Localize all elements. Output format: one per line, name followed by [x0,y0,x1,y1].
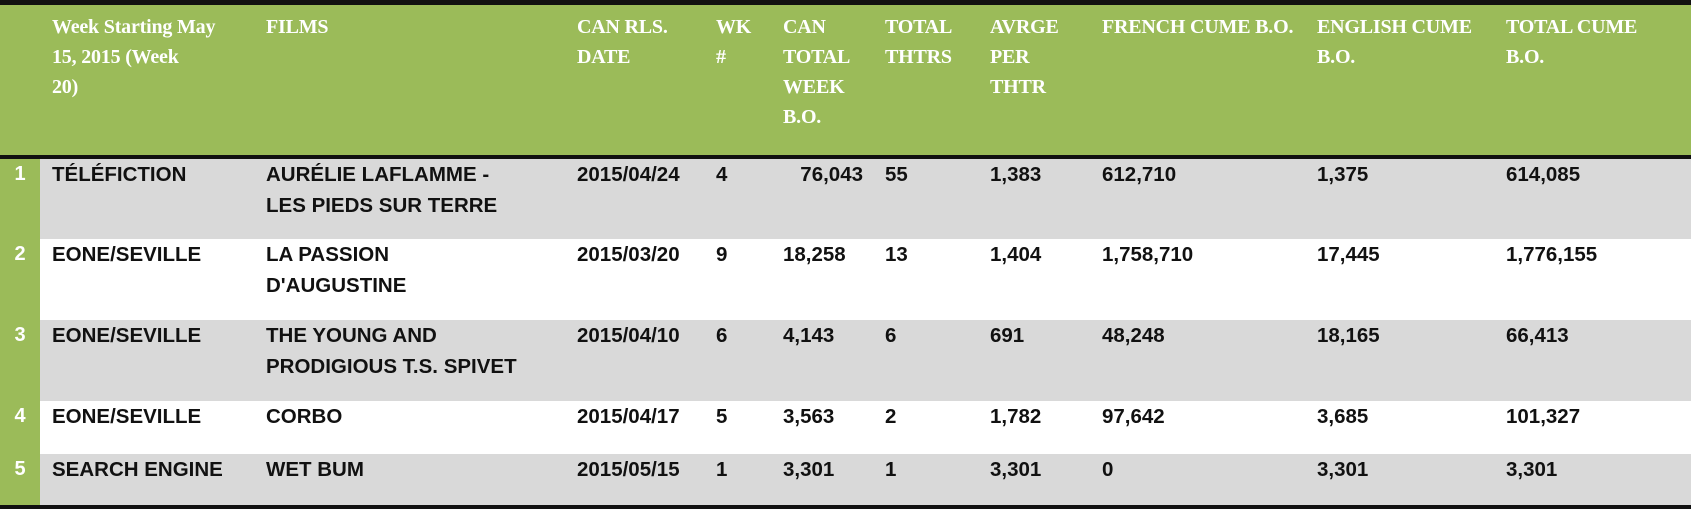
average-cell: 691 [990,324,1025,347]
average-cell: 1,404 [990,243,1042,266]
english-cume-cell: 3,301 [1317,458,1369,481]
theatres-cell: 1 [885,458,897,481]
header-english-cume-bo: ENGLISH CUME B.O. [1317,16,1472,68]
french-cume-cell: 612,710 [1102,163,1177,186]
week-number-cell: 6 [716,324,728,347]
rank-number: 4 [14,405,26,427]
table-row: EONE/SEVILLE LA PASSION D'AUGUSTINE 2015… [0,239,1691,320]
week-bo-cell: 3,301 [783,458,835,481]
header-wk: WK # [716,16,752,68]
rank-number: 2 [14,243,26,265]
english-cume-cell: 18,165 [1317,324,1380,347]
header-french-cume-bo: FRENCH CUME B.O. [1102,16,1294,38]
week-bo-cell: 4,143 [783,324,835,347]
rank-number: 3 [14,324,26,346]
release-date-cell: 2015/04/17 [577,405,680,428]
theatres-cell: 2 [885,405,897,428]
distributor-cell: EONE/SEVILLE [52,324,202,347]
header-week: Week Starting May 15, 2015 (Week 20) [52,16,216,98]
header-films: FILMS [266,16,329,38]
film-cell: AURÉLIE LAFLAMME - LES PIEDS SUR TERRE [266,163,498,217]
header-total-thtrs: TOTAL THTRS [885,16,953,68]
week-bo-cell: 76,043 [800,163,863,186]
theatres-cell: 6 [885,324,897,347]
release-date-cell: 2015/04/10 [577,324,680,347]
week-number-cell: 1 [716,458,728,481]
week-number-cell: 4 [716,163,728,186]
table-header: Week Starting May 15, 2015 (Week 20) FIL… [0,5,1691,155]
english-cume-cell: 17,445 [1317,243,1380,266]
week-bo-cell: 3,563 [783,405,835,428]
header-rule [0,155,1691,159]
french-cume-cell: 97,642 [1102,405,1165,428]
rank-column: 1 2 3 4 5 [0,159,40,505]
table-row: 1 TÉLÉFICTION AURÉLIE LAFLAMME - LES PIE… [0,159,1691,239]
total-cume-cell: 101,327 [1506,405,1581,428]
french-cume-cell: 0 [1102,458,1114,481]
total-cume-cell: 1,776,155 [1506,243,1598,266]
french-cume-cell: 1,758,710 [1102,243,1194,266]
total-cume-cell: 614,085 [1506,163,1581,186]
table-row: SEARCH ENGINE WET BUM 2015/05/15 1 3,301… [0,454,1691,505]
rank-number: 1 [14,163,26,185]
bottom-rule [0,505,1691,509]
header-total-cume-bo: TOTAL CUME B.O. [1506,16,1638,68]
week-bo-cell: 18,258 [783,243,846,266]
rank-number: 5 [14,458,26,480]
table-row: EONE/SEVILLE CORBO 2015/04/17 5 3,563 2 … [0,401,1691,454]
week-number-cell: 5 [716,405,728,428]
average-cell: 3,301 [990,458,1042,481]
english-cume-cell: 1,375 [1317,163,1369,186]
film-cell: WET BUM [266,458,364,481]
average-cell: 1,782 [990,405,1042,428]
release-date-cell: 2015/05/15 [577,458,680,481]
english-cume-cell: 3,685 [1317,405,1369,428]
distributor-cell: SEARCH ENGINE [52,458,223,481]
header-can-rls-date: CAN RLS. DATE [577,16,668,68]
header-can-total-week-bo: CAN TOTAL WEEK B.O. [783,16,851,128]
header-avrge-per-thtr: AVRGE PER THTR [990,16,1059,98]
theatres-cell: 13 [885,243,908,266]
distributor-cell: TÉLÉFICTION [52,163,187,186]
average-cell: 1,383 [990,163,1042,186]
film-cell: THE YOUNG AND PRODIGIOUS T.S. SPIVET [266,324,517,378]
release-date-cell: 2015/04/24 [577,163,680,186]
table-row: EONE/SEVILLE THE YOUNG AND PRODIGIOUS T.… [0,320,1691,401]
distributor-cell: EONE/SEVILLE [52,405,202,428]
total-cume-cell: 66,413 [1506,324,1569,347]
release-date-cell: 2015/03/20 [577,243,680,266]
distributor-cell: EONE/SEVILLE [52,243,202,266]
theatres-cell: 55 [885,163,908,186]
film-cell: LA PASSION D'AUGUSTINE [266,243,407,297]
top-rule [0,0,1691,5]
total-cume-cell: 3,301 [1506,458,1558,481]
french-cume-cell: 48,248 [1102,324,1165,347]
film-cell: CORBO [266,405,343,428]
week-number-cell: 9 [716,243,728,266]
